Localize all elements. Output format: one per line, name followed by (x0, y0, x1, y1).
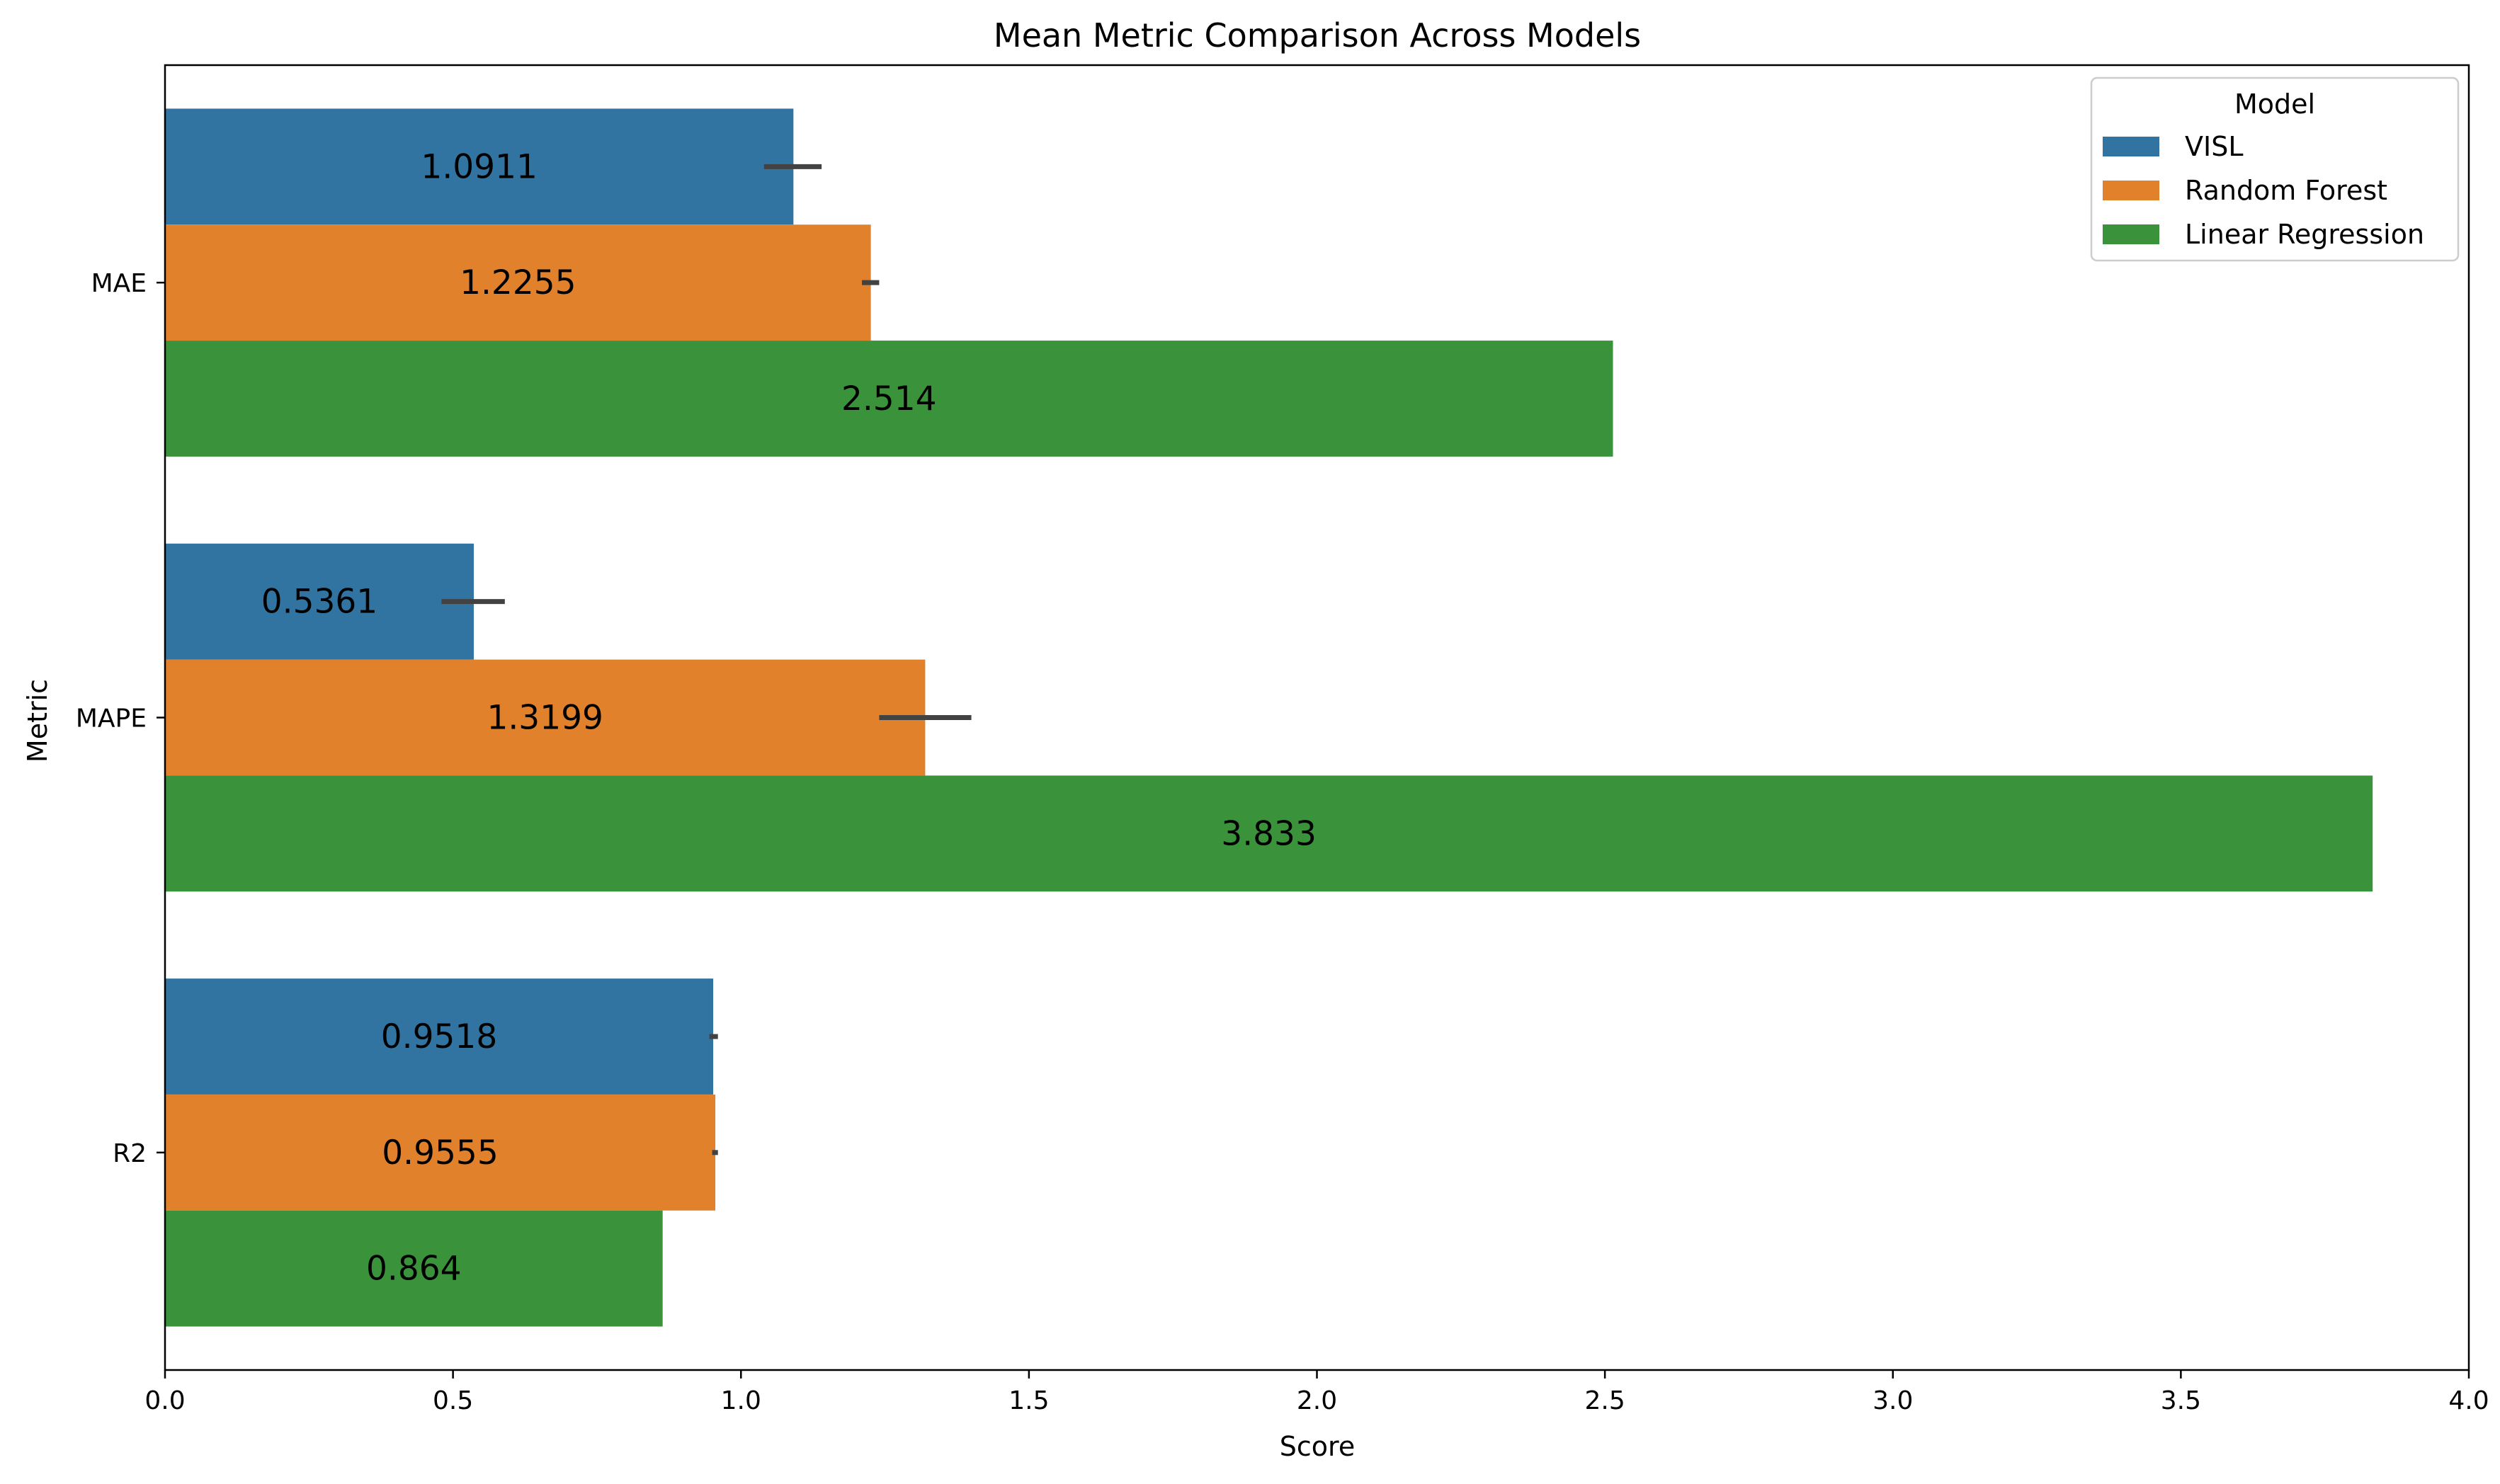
bar-mae-visl (165, 108, 794, 225)
bar-mape-random-forest (165, 659, 926, 776)
bar-mape-linear-regression (165, 775, 2373, 892)
x-axis-title: Score (1280, 1431, 1355, 1462)
bar-label-r2-visl: 0.9518 (381, 1017, 497, 1056)
x-tick-label: 3.0 (1873, 1386, 1913, 1415)
legend-entry-label: VISL (2185, 131, 2244, 162)
bar-label-mape-visl: 0.5361 (261, 583, 377, 622)
x-tick-label: 1.0 (721, 1386, 761, 1415)
x-axis: 0.0 0.5 1.0 1.5 2.0 2.5 3.0 3.5 4.0 (144, 1370, 2489, 1415)
bar-label-r2-linear-regression: 0.864 (366, 1250, 462, 1289)
x-tick-label: 1.5 (1008, 1386, 1049, 1415)
legend-entry-label: Linear Regression (2185, 219, 2424, 250)
legend-swatch (2103, 181, 2159, 200)
bar-label-mae-random-forest: 1.2255 (460, 263, 576, 302)
bar-labels-layer: 1.0911 1.2255 2.514 0.5361 1.3199 3.833 0.9518… (261, 147, 1317, 1288)
bars-layer (165, 108, 2373, 1327)
bar-mae-linear-regression (165, 341, 1613, 457)
bar-r2-random-forest (165, 1094, 716, 1211)
x-tick-label: 2.0 (1297, 1386, 1337, 1415)
legend: Model VISL Random Forest Linear Regression (2090, 76, 2460, 262)
bar-label-mae-linear-regression: 2.514 (841, 379, 937, 418)
legend-title: Model (2234, 89, 2315, 120)
bar-mape-visl (165, 543, 474, 660)
bar-label-r2-random-forest: 0.9555 (382, 1134, 498, 1172)
legend-swatch (2103, 224, 2159, 244)
legend-swatch (2103, 137, 2159, 156)
bar-label-mape-random-forest: 1.3199 (487, 699, 603, 738)
legend-box (2090, 76, 2460, 262)
x-tick-label: 3.5 (2161, 1386, 2201, 1415)
y-tick-label: MAE (91, 269, 147, 298)
bar-label-mae-visl: 1.0911 (421, 147, 537, 186)
chart-title: Mean Metric Comparison Across Models (994, 16, 1641, 55)
y-tick-label: R2 (113, 1139, 147, 1168)
legend-entry-label: Random Forest (2185, 175, 2387, 206)
bar-label-mape-linear-regression: 3.833 (1221, 814, 1317, 853)
y-tick-label: MAPE (76, 704, 147, 734)
bar-mae-random-forest (165, 224, 871, 341)
x-tick-label: 4.0 (2448, 1386, 2489, 1415)
x-tick-label: 2.5 (1584, 1386, 1625, 1415)
x-tick-label: 0.5 (433, 1386, 473, 1415)
y-axis-title: Metric (22, 679, 53, 763)
y-axis: MAE MAPE R2 (76, 269, 165, 1168)
error-bars-layer (441, 164, 972, 1155)
bar-r2-visl (165, 978, 714, 1095)
x-tick-label: 0.0 (144, 1386, 185, 1415)
bar-r2-linear-regression (165, 1210, 663, 1327)
